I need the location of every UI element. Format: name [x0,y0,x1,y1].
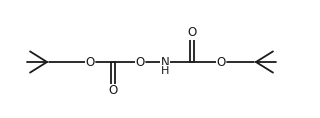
Text: O: O [216,55,226,69]
Text: O: O [135,55,145,69]
Text: O: O [85,55,95,69]
Text: O: O [108,84,118,97]
Text: N: N [161,55,169,69]
Text: O: O [188,27,196,40]
Text: H: H [161,65,169,76]
